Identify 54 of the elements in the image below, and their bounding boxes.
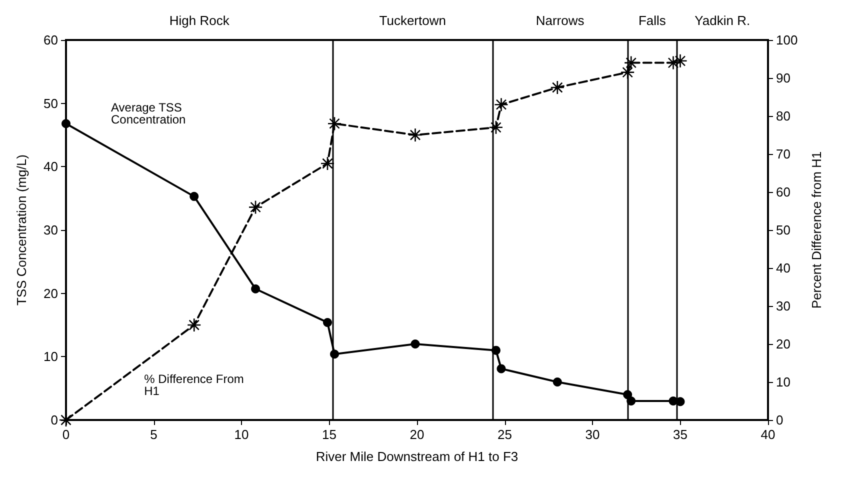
- point: [190, 192, 199, 201]
- y2-axis-title: Percent Difference from H1: [809, 151, 824, 309]
- point: [408, 128, 422, 142]
- point: [674, 54, 687, 68]
- point: [491, 346, 500, 355]
- point: [62, 119, 70, 128]
- y2-tick-label: 50: [776, 222, 790, 238]
- y-tick-label: 60: [44, 32, 58, 48]
- point: [249, 200, 262, 214]
- point: [330, 350, 340, 359]
- y2-tick-label: 100: [776, 32, 798, 48]
- x-tick-label: 0: [62, 427, 70, 442]
- y-tick-label: 40: [44, 159, 58, 174]
- y-tick-label: 20: [44, 286, 58, 301]
- x-tick-label: 25: [498, 427, 512, 442]
- y2-tick-label: 80: [776, 108, 790, 124]
- series-label: Average TSS Concentration: [111, 100, 186, 127]
- y-tick-label: 50: [44, 96, 58, 111]
- y2-tick-label: 60: [776, 184, 790, 200]
- y2-tick-label: 0: [776, 412, 784, 428]
- point: [251, 284, 260, 294]
- x-tick-label: 20: [410, 427, 424, 442]
- x-tick-label: 40: [760, 427, 776, 442]
- point: [323, 318, 332, 327]
- point: [188, 318, 201, 332]
- point: [496, 364, 506, 374]
- y-tick-label: 0: [50, 412, 58, 428]
- x-tick-label: 30: [585, 427, 600, 442]
- x-tick-label: 15: [322, 427, 336, 442]
- point: [624, 56, 638, 70]
- text: Narrows: [536, 13, 585, 28]
- point: [626, 396, 636, 406]
- text: Yadkin R.: [694, 13, 750, 28]
- x-tick-label: 35: [673, 427, 688, 442]
- x-axis-title: River Mile Downstream of H1 to F3: [316, 449, 518, 464]
- series-label: % Difference From H1: [144, 372, 248, 398]
- point: [552, 378, 562, 386]
- y2-tick-label: 10: [776, 374, 790, 390]
- y-axis-title: TSS Concentration (mg/L): [14, 154, 29, 306]
- point: [623, 390, 632, 400]
- x-tick-label: 5: [150, 427, 158, 442]
- y2-tick-label: 40: [776, 260, 790, 276]
- y2-tick-label: 20: [776, 336, 790, 352]
- point: [494, 98, 508, 112]
- text: High Rock: [169, 13, 230, 28]
- y-tick-label: 10: [44, 349, 58, 364]
- y2-tick-label: 90: [776, 70, 790, 86]
- y2-tick-label: 30: [776, 298, 790, 314]
- y-tick-label: 30: [44, 222, 58, 238]
- text: Falls: [638, 13, 666, 28]
- text: Tuckertown: [379, 13, 446, 28]
- point: [410, 340, 420, 348]
- x-tick-label: 10: [234, 427, 249, 442]
- y2-tick-label: 70: [776, 146, 790, 162]
